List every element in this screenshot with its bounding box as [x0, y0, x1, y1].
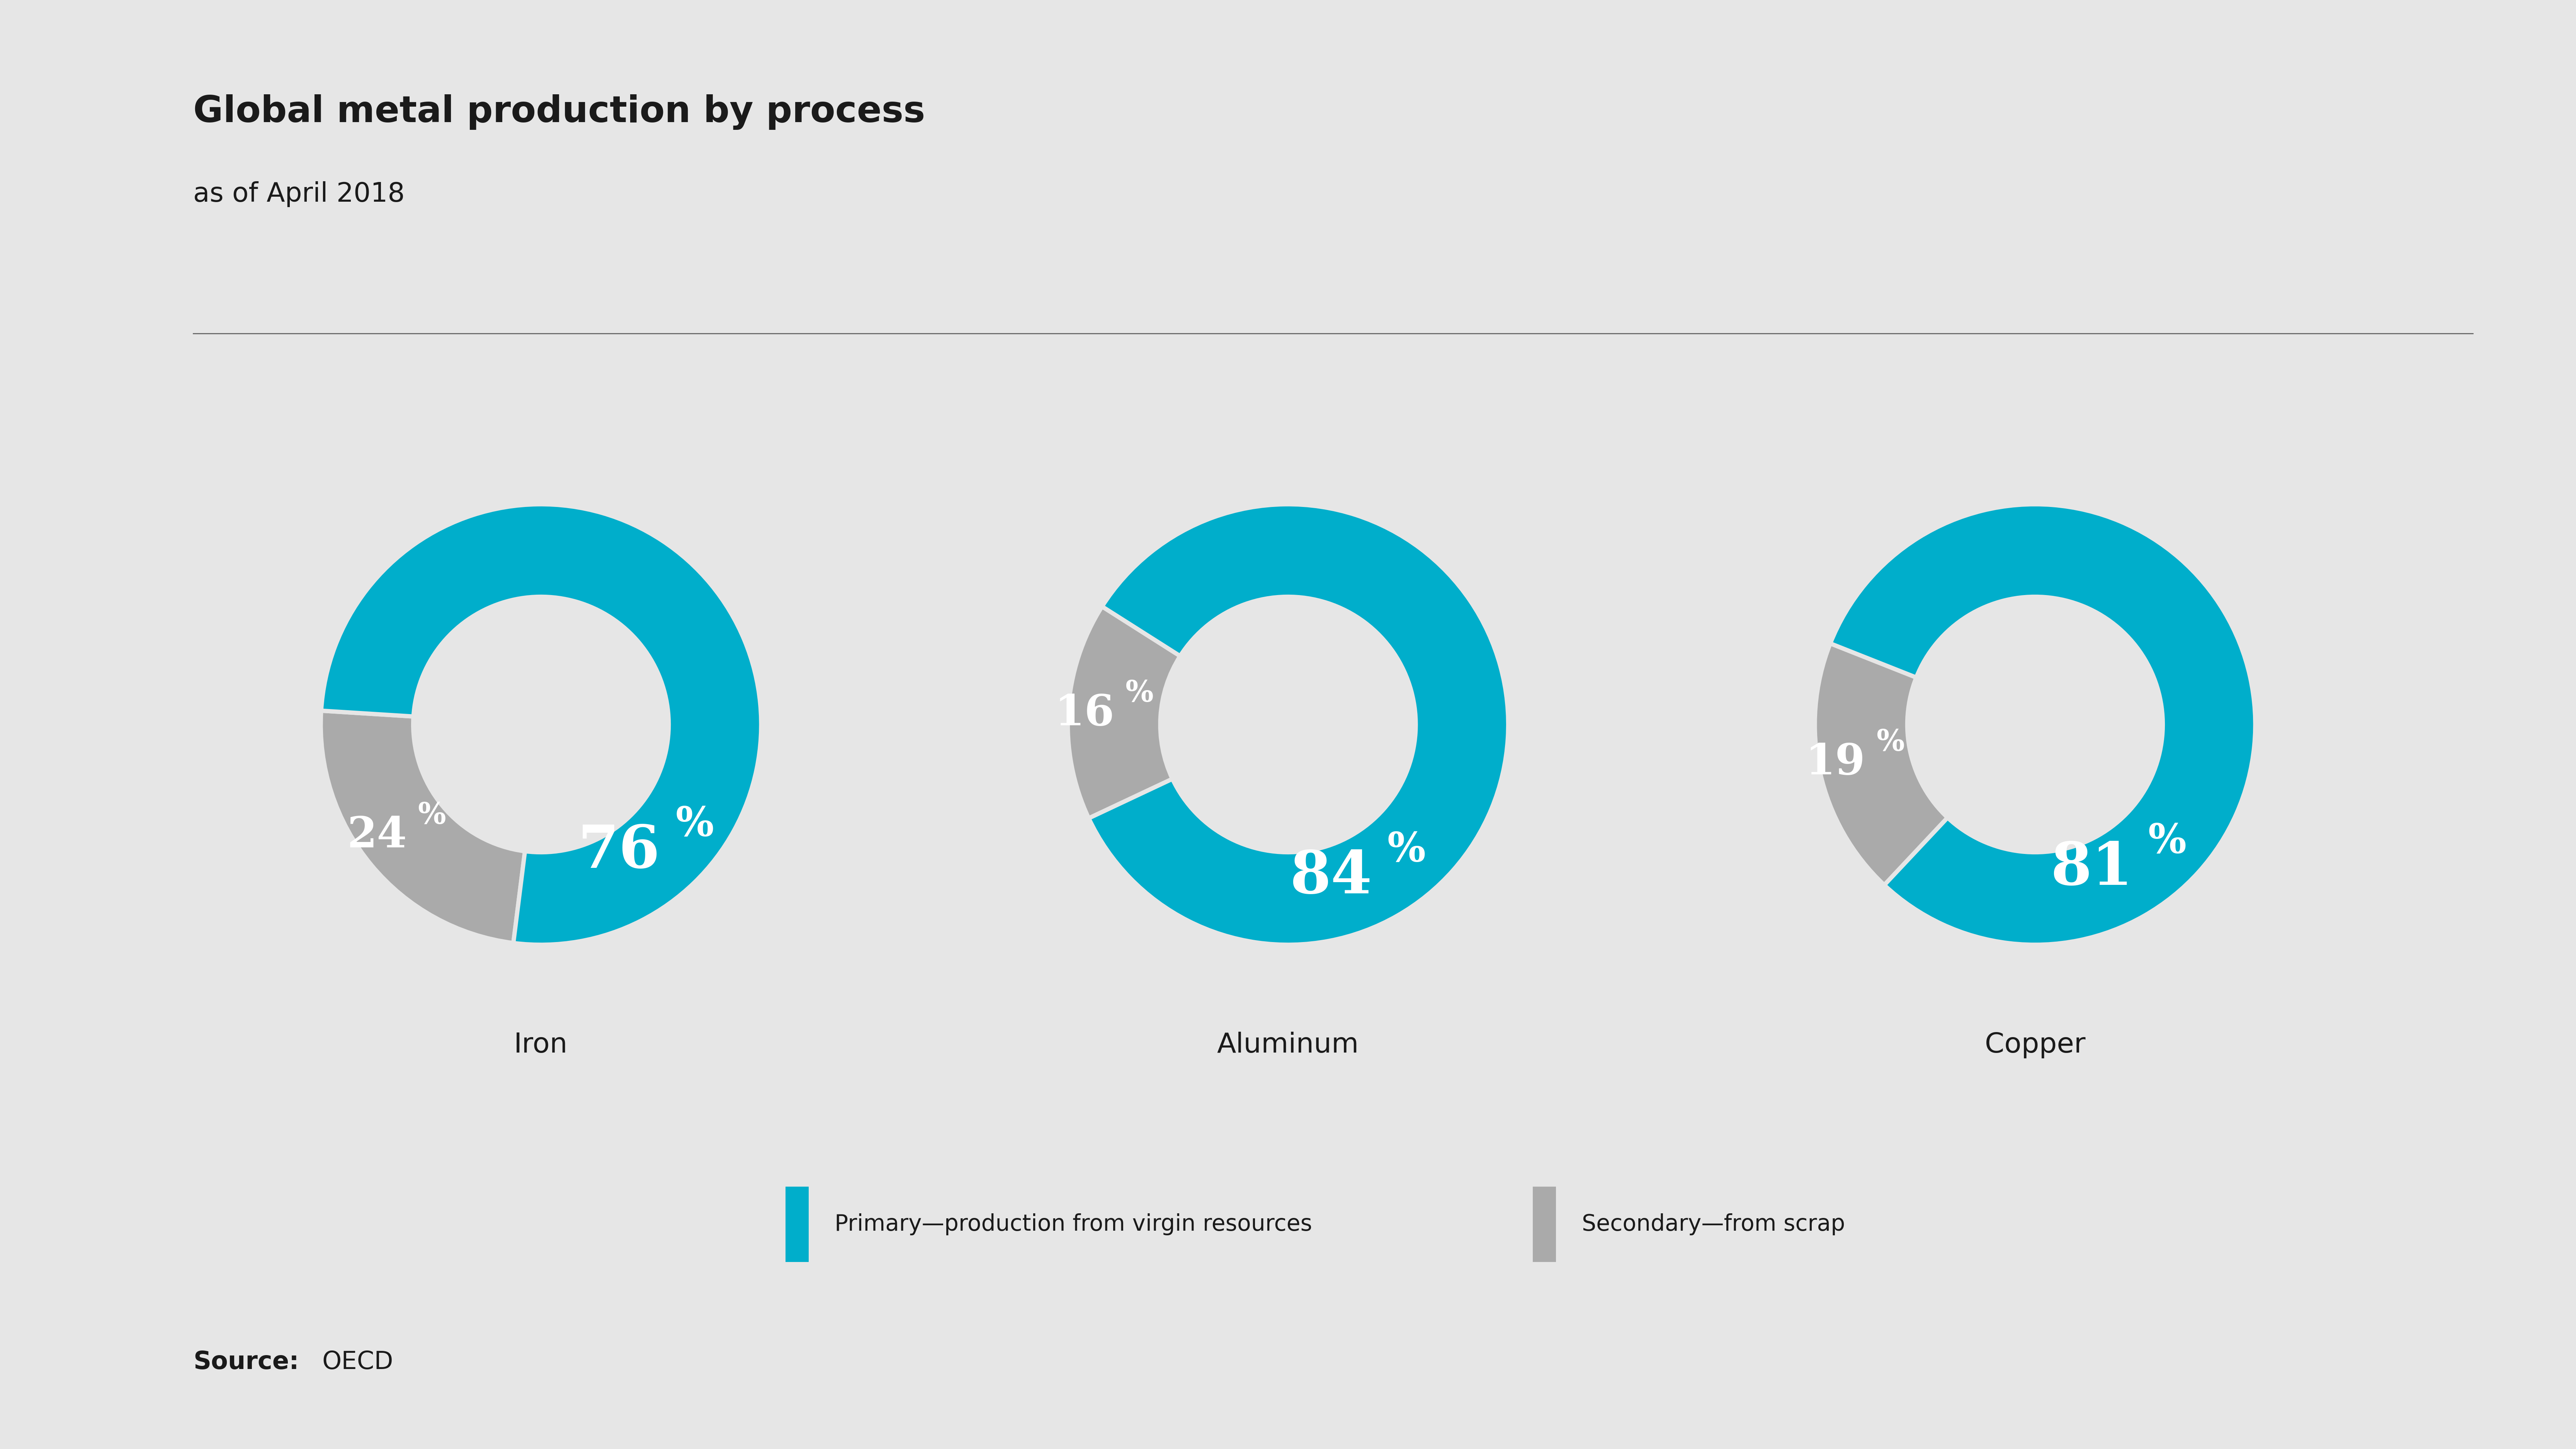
- Wedge shape: [1832, 504, 2254, 945]
- Text: 84: 84: [1291, 848, 1373, 906]
- Text: Secondary—from scrap: Secondary—from scrap: [1582, 1213, 1844, 1236]
- Text: %: %: [1388, 830, 1425, 871]
- Text: Global metal production by process: Global metal production by process: [193, 94, 925, 130]
- Text: Source:: Source:: [193, 1350, 299, 1374]
- Text: 16: 16: [1054, 693, 1115, 735]
- Wedge shape: [1090, 504, 1507, 945]
- FancyBboxPatch shape: [786, 1187, 809, 1262]
- Text: 24: 24: [348, 814, 407, 856]
- Text: 81: 81: [2050, 839, 2133, 897]
- Text: %: %: [1875, 729, 1904, 756]
- Text: %: %: [1126, 680, 1154, 709]
- Wedge shape: [322, 504, 760, 945]
- Wedge shape: [1816, 643, 1947, 885]
- Text: as of April 2018: as of April 2018: [193, 181, 404, 207]
- Text: Aluminum: Aluminum: [1216, 1032, 1360, 1058]
- Text: 19: 19: [1806, 742, 1865, 782]
- FancyBboxPatch shape: [1533, 1187, 1556, 1262]
- Text: Copper: Copper: [1984, 1032, 2087, 1058]
- Text: Primary—production from virgin resources: Primary—production from virgin resources: [835, 1213, 1311, 1236]
- Text: OECD: OECD: [322, 1350, 394, 1374]
- Wedge shape: [1069, 607, 1180, 819]
- Text: Iron: Iron: [515, 1032, 567, 1058]
- Text: %: %: [675, 806, 714, 845]
- Wedge shape: [322, 710, 526, 943]
- Text: %: %: [417, 801, 446, 830]
- Text: %: %: [2148, 822, 2187, 862]
- Text: 76: 76: [577, 823, 659, 880]
